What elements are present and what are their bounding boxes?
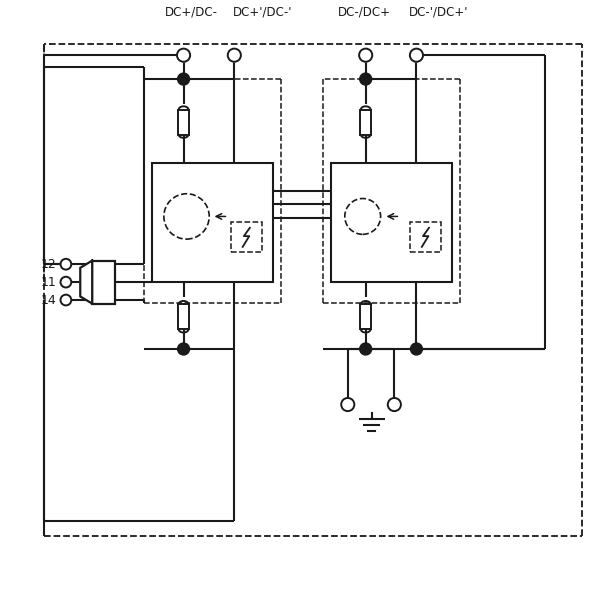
Bar <box>231 223 262 252</box>
Circle shape <box>61 295 71 305</box>
Circle shape <box>360 73 371 85</box>
Bar <box>361 110 371 134</box>
Bar <box>92 260 115 304</box>
Text: DC-'/DC+': DC-'/DC+' <box>409 5 468 18</box>
Circle shape <box>360 343 371 355</box>
Text: 12: 12 <box>41 258 56 271</box>
Circle shape <box>178 343 190 355</box>
Circle shape <box>341 398 355 411</box>
Bar <box>331 163 452 282</box>
Circle shape <box>228 49 241 62</box>
Bar <box>178 304 189 329</box>
Text: DC-/DC+: DC-/DC+ <box>338 5 391 18</box>
Bar <box>178 110 189 134</box>
Text: DC+/DC-: DC+/DC- <box>165 5 218 18</box>
Circle shape <box>359 49 372 62</box>
Circle shape <box>177 49 190 62</box>
Circle shape <box>61 277 71 287</box>
Circle shape <box>61 259 71 269</box>
Polygon shape <box>80 260 92 304</box>
Circle shape <box>410 49 423 62</box>
Circle shape <box>410 343 422 355</box>
Circle shape <box>178 73 190 85</box>
Text: 14: 14 <box>41 293 56 307</box>
Bar <box>361 304 371 329</box>
Circle shape <box>388 398 401 411</box>
Bar <box>152 163 273 282</box>
Text: DC+'/DC-': DC+'/DC-' <box>233 5 293 18</box>
Text: 11: 11 <box>41 275 56 289</box>
Bar <box>410 223 441 252</box>
